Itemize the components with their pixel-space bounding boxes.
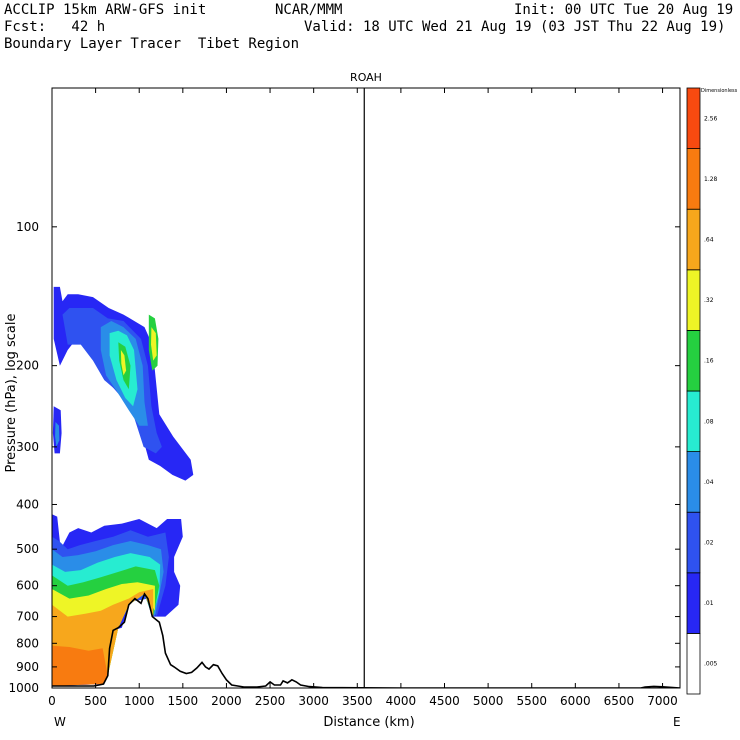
- tracer-contour-lower-7: [52, 645, 108, 686]
- x-axis-ticks: 0 500 1000 1500 2000 2500 3000 3500 4000 4500 5000…: [48, 88, 678, 708]
- colorbar-level-label: 1.28: [704, 176, 718, 183]
- x-tick-label: 3000: [298, 694, 329, 708]
- colorbar-level-label: .64: [704, 237, 714, 244]
- x-tick-label: 4500: [429, 694, 460, 708]
- y-tick-label: 800: [16, 636, 39, 650]
- x-tick-label: 5500: [516, 694, 547, 708]
- y-tick-label: 400: [16, 497, 39, 511]
- colorbar-level-label: .02: [704, 540, 714, 547]
- colorbar-level-label: .16: [704, 358, 714, 365]
- x-tick-label: 5000: [473, 694, 504, 708]
- y-tick-label: 900: [16, 660, 39, 674]
- y-tick-label: 200: [16, 359, 39, 373]
- plot-frame: [51, 87, 681, 689]
- x-tick-label: 1500: [168, 694, 199, 708]
- y-tick-label: 100: [16, 220, 39, 234]
- x-tick-label: 6500: [604, 694, 635, 708]
- x-tick-label: 4000: [386, 694, 417, 708]
- tracer-field: [52, 286, 194, 686]
- chart-title: ROAH: [350, 71, 382, 84]
- tracer-contour-side-1: [55, 422, 60, 447]
- colorbar-title: Dimensionless: [701, 88, 738, 94]
- colorbar: .005 .01 .02 .04 .08 .16 .32 .64 1.28 2.56 Dimensi…: [686, 87, 738, 695]
- colorbar-swatch: [686, 451, 701, 513]
- colorbar-level-label: .08: [704, 418, 714, 425]
- colorbar-level-label: .01: [704, 600, 714, 607]
- x-axis-label: Distance (km): [323, 715, 414, 730]
- colorbar-level-label: .32: [704, 297, 714, 304]
- x-tick-label: 0: [48, 694, 56, 708]
- x-tick-label: 1000: [124, 694, 155, 708]
- header-valid-time: Valid: 18 UTC Wed 21 Aug 19 (03 JST Thu …: [304, 19, 726, 35]
- header-field-description: Boundary Layer Tracer Tibet Region: [4, 36, 300, 52]
- colorbar-swatch: [686, 87, 701, 149]
- tracer-contour-upper-5: [120, 350, 127, 376]
- header-forecast-hour: Fcst: 42 h: [4, 19, 106, 35]
- y-tick-label: 300: [16, 440, 39, 454]
- x-tick-label: 2000: [211, 694, 242, 708]
- header-init-time: Init: 00 UTC Tue 20 Aug 19: [514, 2, 734, 18]
- west-label: W: [54, 715, 66, 729]
- x-tick-label: 6000: [560, 694, 591, 708]
- x-tick-label: 500: [84, 694, 107, 708]
- y-tick-label: 600: [16, 579, 39, 593]
- colorbar-swatch: [686, 208, 701, 271]
- east-label: E: [673, 715, 681, 729]
- colorbar-level-label: .005: [704, 661, 718, 668]
- x-tick-label: 7000: [647, 694, 678, 708]
- y-tick-label: 1000: [8, 681, 39, 695]
- y-tick-label: 700: [16, 610, 39, 624]
- colorbar-swatch: [686, 572, 701, 634]
- y-tick-label: 500: [16, 542, 39, 556]
- colorbar-swatch: [686, 269, 701, 331]
- colorbar-swatch: [686, 633, 701, 695]
- header-model-label: ACCLIP 15km ARW-GFS init: [4, 2, 207, 18]
- x-tick-label: 2500: [255, 694, 286, 708]
- y-axis-label: Pressure (hPa), log scale: [4, 314, 19, 473]
- colorbar-swatch: [686, 148, 701, 210]
- tracer-contour-upper-7: [151, 327, 157, 361]
- x-tick-label: 3500: [342, 694, 373, 708]
- terrain-profile: [52, 592, 680, 688]
- y-axis-ticks: 100 200 300 400 500 600 700 800 900 1000: [8, 220, 680, 695]
- colorbar-swatch: [686, 511, 701, 574]
- colorbar-level-label: 2.56: [704, 115, 718, 122]
- colorbar-swatch: [686, 390, 701, 452]
- header-institution-label: NCAR/MMM: [275, 2, 343, 18]
- colorbar-swatch: [686, 329, 701, 392]
- colorbar-level-label: .04: [704, 479, 714, 486]
